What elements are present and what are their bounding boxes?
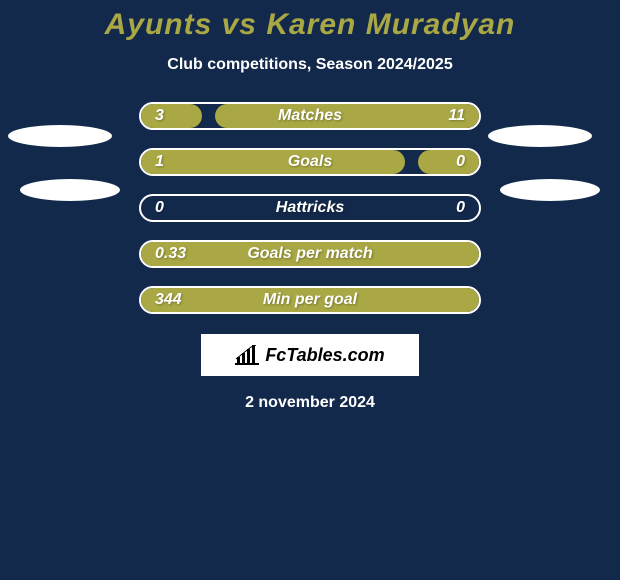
logo-text: FcTables.com (265, 345, 384, 366)
stat-value-right: 0 (456, 153, 465, 171)
stat-row: 3 Matches 11 (139, 102, 481, 130)
stat-label: Min per goal (263, 291, 357, 309)
stat-fill-left (141, 150, 405, 174)
avatar-ellipse-icon (488, 125, 592, 147)
footer-date: 2 november 2024 (0, 394, 620, 412)
stat-value-left: 0.33 (155, 245, 186, 263)
stat-label: Goals per match (247, 245, 372, 263)
stat-value-right: 11 (448, 107, 465, 125)
stat-row: 344 Min per goal (139, 286, 481, 314)
stat-label: Goals (288, 153, 332, 171)
avatar-ellipse-icon (20, 179, 120, 201)
stat-label: Hattricks (276, 199, 344, 217)
main-title: Ayunts vs Karen Muradyan (0, 8, 620, 42)
bar-chart-icon (235, 345, 259, 365)
stat-fill-left (141, 104, 202, 128)
stat-value-left: 344 (155, 291, 182, 309)
stat-fill-right (418, 150, 479, 174)
stat-value-left: 1 (155, 153, 164, 171)
stat-value-right: 0 (456, 199, 465, 217)
subtitle: Club competitions, Season 2024/2025 (0, 56, 620, 74)
avatar-ellipse-icon (8, 125, 112, 147)
stat-label: Matches (278, 107, 342, 125)
stat-value-left: 0 (155, 199, 164, 217)
stat-fill-right (215, 104, 479, 128)
stat-value-left: 3 (155, 107, 164, 125)
stat-row: 0 Hattricks 0 (139, 194, 481, 222)
avatar-ellipse-icon (500, 179, 600, 201)
logo-badge: FcTables.com (201, 334, 419, 376)
stat-row: 1 Goals 0 (139, 148, 481, 176)
comparison-infographic: Ayunts vs Karen Muradyan Club competitio… (0, 0, 620, 580)
stat-row: 0.33 Goals per match (139, 240, 481, 268)
